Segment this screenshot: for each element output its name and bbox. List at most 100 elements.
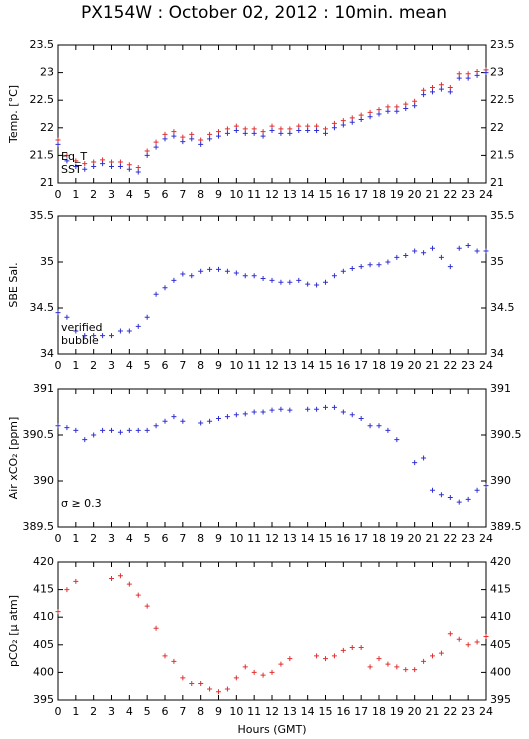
x-tick-label: 4	[126, 188, 133, 201]
x-tick-label: 10	[229, 705, 243, 718]
data-point	[421, 92, 427, 98]
x-tick-label: 6	[162, 188, 169, 201]
data-point	[189, 136, 195, 142]
y-tick-label: 35	[40, 255, 54, 268]
y-tick-label: 420	[33, 555, 54, 568]
x-tick-label: 13	[283, 188, 297, 201]
data-point	[314, 406, 320, 412]
data-point	[135, 427, 141, 433]
data-point	[126, 166, 132, 172]
data-point	[438, 86, 444, 92]
x-tick-label: 17	[354, 705, 368, 718]
data-point	[109, 333, 114, 339]
data-point	[465, 496, 471, 502]
y-tick-label: 405	[33, 638, 54, 651]
data-point	[358, 415, 364, 421]
data-point	[260, 133, 266, 139]
x-tick-label: 16	[336, 188, 350, 201]
x-tick-label: 8	[197, 705, 204, 718]
data-point	[153, 139, 159, 145]
legend-entry: verified	[61, 321, 103, 334]
data-point	[207, 686, 213, 692]
x-tick-label: 5	[144, 705, 151, 718]
x-tick-label: 12	[265, 188, 279, 201]
x-tick-label: 12	[265, 359, 279, 372]
data-point	[242, 411, 248, 417]
x-tick-label: 21	[426, 532, 440, 545]
data-point	[367, 109, 373, 115]
x-tick-label: 20	[408, 359, 422, 372]
x-tick-label: 3	[108, 705, 115, 718]
data-point	[412, 667, 418, 673]
data-point	[109, 159, 114, 165]
data-point	[438, 82, 444, 88]
x-tick-label: 11	[247, 359, 261, 372]
data-point	[242, 664, 248, 670]
data-point	[91, 333, 97, 339]
data-point	[233, 123, 239, 129]
x-tick-label: 3	[108, 188, 115, 201]
x-tick-label: 0	[55, 532, 62, 545]
data-point	[412, 98, 418, 104]
data-point	[305, 281, 311, 287]
data-point	[64, 425, 70, 431]
annotation: σ ≥ 0.3	[61, 497, 102, 510]
data-point	[55, 310, 61, 316]
data-point	[421, 455, 427, 461]
x-tick-label: 18	[372, 532, 386, 545]
data-point	[421, 250, 427, 256]
data-point	[144, 152, 150, 158]
legend-entry: bubble	[61, 334, 99, 347]
data-point	[358, 645, 364, 651]
data-point	[162, 285, 168, 291]
x-tick-label: 16	[336, 532, 350, 545]
data-point	[189, 131, 195, 137]
data-point	[180, 418, 186, 424]
y-tick-label-right: 23.5	[490, 38, 515, 51]
data-point	[483, 483, 489, 489]
y-tick-label-right: 405	[490, 638, 511, 651]
y-tick-label: 391	[33, 382, 54, 395]
x-tick-label: 18	[372, 188, 386, 201]
y-tick-label: 400	[33, 665, 54, 678]
data-point	[412, 103, 418, 109]
data-point	[456, 499, 462, 505]
plot-frame	[57, 215, 487, 355]
data-point	[430, 245, 435, 251]
x-tick-label: 0	[55, 188, 62, 201]
data-point	[91, 159, 97, 165]
data-point	[358, 112, 364, 118]
x-tick-label: 20	[408, 532, 422, 545]
data-point	[224, 268, 230, 274]
data-point	[180, 134, 186, 140]
data-point	[117, 163, 123, 169]
data-point	[171, 414, 177, 420]
x-tick-label: 8	[197, 359, 204, 372]
data-point	[73, 427, 79, 433]
x-tick-label: 3	[108, 359, 115, 372]
data-point	[349, 119, 355, 125]
data-point	[64, 152, 70, 158]
data-point	[323, 279, 328, 285]
x-tick-label: 23	[461, 188, 475, 201]
data-point	[412, 248, 418, 254]
x-tick-label: 16	[336, 359, 350, 372]
x-tick-label: 14	[301, 705, 315, 718]
data-point	[349, 265, 355, 271]
x-tick-label: 13	[283, 705, 297, 718]
data-point	[358, 264, 364, 270]
x-tick-label: 22	[443, 359, 457, 372]
data-point	[135, 592, 141, 598]
x-tick-label: 5	[144, 188, 151, 201]
x-tick-label: 4	[126, 532, 133, 545]
y-tick-label-right: 35	[490, 255, 504, 268]
x-tick-label: 6	[162, 532, 169, 545]
x-tick-label: 9	[215, 532, 222, 545]
x-tick-label: 14	[301, 188, 315, 201]
data-point	[314, 282, 320, 288]
x-tick-label: 15	[319, 188, 333, 201]
x-tick-label: 23	[461, 359, 475, 372]
data-point	[100, 333, 106, 339]
chart-title: PX154W : October 02, 2012 : 10min. mean	[81, 3, 447, 23]
data-point	[242, 130, 248, 136]
